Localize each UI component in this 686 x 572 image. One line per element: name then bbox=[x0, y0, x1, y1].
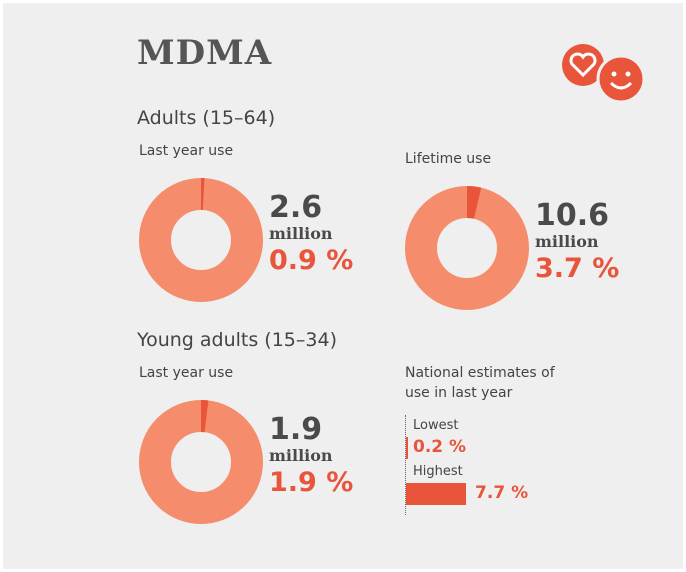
donut-slice bbox=[201, 400, 209, 433]
axis bbox=[405, 415, 406, 515]
value-label: 1.9 % bbox=[269, 467, 354, 498]
icon bbox=[562, 44, 646, 104]
unit-label: million bbox=[269, 224, 333, 243]
donut bbox=[139, 178, 263, 302]
value-label: 3.7 % bbox=[535, 253, 620, 284]
donut-slice bbox=[201, 178, 205, 211]
bar bbox=[406, 437, 408, 459]
section-heading: Adults (15–64) bbox=[137, 107, 276, 129]
headline: 1.9 bbox=[269, 412, 323, 447]
section-heading: Young adults (15–34) bbox=[137, 329, 337, 351]
donut-slice bbox=[467, 186, 482, 219]
headline: 10.6 bbox=[535, 198, 610, 233]
category-label: Lowest bbox=[413, 418, 459, 433]
unit-label: million bbox=[269, 446, 333, 465]
chart-title: Last year use bbox=[139, 365, 234, 381]
bar bbox=[406, 483, 467, 505]
chart-title: Last year use bbox=[139, 143, 234, 159]
headline: 2.6 bbox=[269, 190, 323, 225]
donut bbox=[139, 400, 263, 524]
title: MDMA bbox=[137, 33, 273, 73]
unit-label: million bbox=[535, 232, 599, 251]
donut bbox=[405, 186, 529, 310]
category-label: Highest bbox=[413, 464, 463, 479]
value-label: 7.7 % bbox=[475, 483, 529, 503]
infographic: MDMA Adults (15–64) Young adults (15–34)… bbox=[3, 3, 683, 569]
chart-title: National estimates of use in last year bbox=[405, 365, 555, 401]
value-label: 0.2 % bbox=[413, 437, 467, 457]
chart-title: Lifetime use bbox=[405, 151, 492, 167]
value-label: 0.9 % bbox=[269, 245, 354, 276]
